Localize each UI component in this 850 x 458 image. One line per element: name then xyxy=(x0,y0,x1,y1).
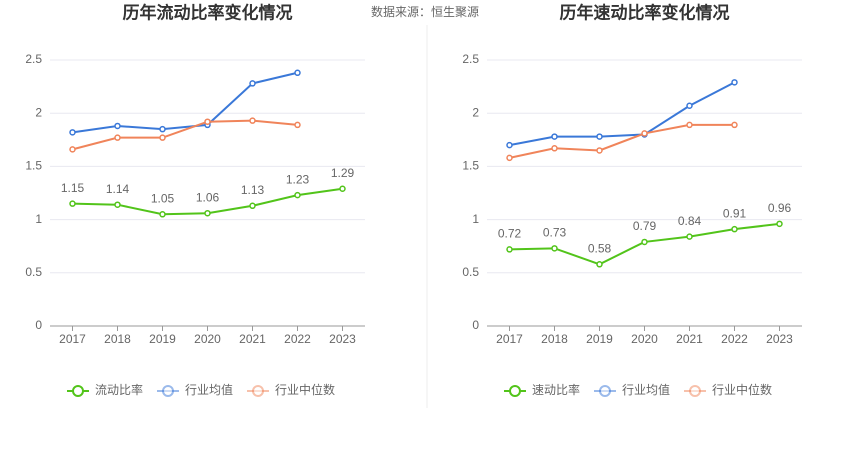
legend-label: 行业中位数 xyxy=(275,382,335,397)
x-tick-label: 2023 xyxy=(329,332,356,346)
point xyxy=(686,121,693,129)
series-line xyxy=(509,81,735,147)
source: 数据来源：恒生聚源 xyxy=(371,4,479,19)
point xyxy=(551,133,558,140)
x-tick-label: 2021 xyxy=(239,332,266,346)
series-line xyxy=(72,119,298,151)
data-label: 1.14 xyxy=(106,182,130,196)
data-label: 1.05 xyxy=(151,191,175,205)
point xyxy=(731,225,738,233)
point xyxy=(294,69,301,77)
data-label: 1.29 xyxy=(331,166,355,180)
data-label: 0.96 xyxy=(768,201,792,215)
legend-label: 行业均值 xyxy=(185,382,233,397)
x-tick-label: 2019 xyxy=(149,332,176,346)
x-tick-label: 2020 xyxy=(194,332,221,346)
point xyxy=(731,79,738,86)
data-label: 0.79 xyxy=(633,219,657,233)
legend-label: 行业均值 xyxy=(622,382,670,397)
y-tick-label: 0.5 xyxy=(25,265,42,279)
point xyxy=(249,80,256,87)
legend-marker xyxy=(72,385,84,397)
y-tick-label: 0.5 xyxy=(462,265,479,279)
x-tick-label: 2017 xyxy=(496,332,523,346)
point xyxy=(641,130,648,137)
legend-marker xyxy=(162,385,174,397)
data-label: 0.91 xyxy=(723,206,747,220)
legend-label: 行业中位数 xyxy=(712,382,772,397)
y-tick-label: 1.5 xyxy=(25,159,42,173)
y-tick-label: 1.5 xyxy=(462,159,479,173)
series-line xyxy=(72,71,298,134)
point xyxy=(114,201,121,208)
point xyxy=(596,261,603,268)
point xyxy=(551,145,558,152)
legend-label: 速动比率 xyxy=(532,382,580,397)
point xyxy=(159,211,166,218)
y-tick-label: 1 xyxy=(35,212,42,226)
data-label: 0.58 xyxy=(588,241,612,255)
point xyxy=(506,141,513,149)
data-label: 0.73 xyxy=(543,225,567,239)
point xyxy=(249,202,256,210)
point xyxy=(641,238,648,246)
point xyxy=(339,185,346,192)
y-tick-label: 1 xyxy=(472,212,479,226)
legend-label: 流动比率 xyxy=(95,382,143,397)
x-tick-label: 2017 xyxy=(59,332,86,346)
data-label: 1.06 xyxy=(196,190,220,204)
point xyxy=(204,209,211,217)
x-tick-label: 2022 xyxy=(284,332,311,346)
chart-title: 历年流动比率变化情况 xyxy=(123,2,293,22)
point xyxy=(69,200,76,207)
data-label: 1.23 xyxy=(286,172,310,186)
legend-marker xyxy=(689,385,701,397)
point xyxy=(596,147,603,154)
data-label: 0.84 xyxy=(678,214,702,228)
data-label: 1.15 xyxy=(61,181,85,195)
x-tick-label: 2023 xyxy=(766,332,793,346)
y-tick-label: 0 xyxy=(472,318,479,332)
point xyxy=(249,117,256,124)
point xyxy=(686,233,693,240)
point xyxy=(686,102,693,110)
point xyxy=(114,134,121,141)
y-tick-label: 2 xyxy=(35,105,42,119)
point xyxy=(159,134,166,141)
x-tick-label: 2018 xyxy=(541,332,568,346)
point xyxy=(204,118,211,125)
data-label: 1.13 xyxy=(241,183,265,197)
chart-title: 历年速动比率变化情况 xyxy=(560,2,730,22)
data-label: 0.72 xyxy=(498,227,522,241)
point xyxy=(69,146,76,153)
x-tick-label: 2018 xyxy=(104,332,131,346)
x-tick-label: 2019 xyxy=(586,332,613,346)
point xyxy=(506,246,513,253)
y-tick-label: 0 xyxy=(35,318,42,332)
point xyxy=(294,121,301,129)
x-tick-label: 2020 xyxy=(631,332,658,346)
y-tick-label: 2.5 xyxy=(25,52,42,66)
y-tick-label: 2.5 xyxy=(462,52,479,66)
point xyxy=(159,125,166,133)
point xyxy=(506,154,513,162)
legend-marker xyxy=(509,385,521,397)
point xyxy=(294,191,301,199)
x-tick-label: 2021 xyxy=(676,332,703,346)
point xyxy=(596,133,603,140)
point xyxy=(731,121,738,129)
x-tick-label: 2022 xyxy=(721,332,748,346)
point xyxy=(551,245,558,252)
point xyxy=(776,220,783,228)
legend-marker xyxy=(252,385,264,397)
legend-marker xyxy=(599,385,611,397)
point xyxy=(69,129,76,136)
point xyxy=(114,122,121,130)
series-line xyxy=(509,123,735,159)
y-tick-label: 2 xyxy=(472,105,479,119)
